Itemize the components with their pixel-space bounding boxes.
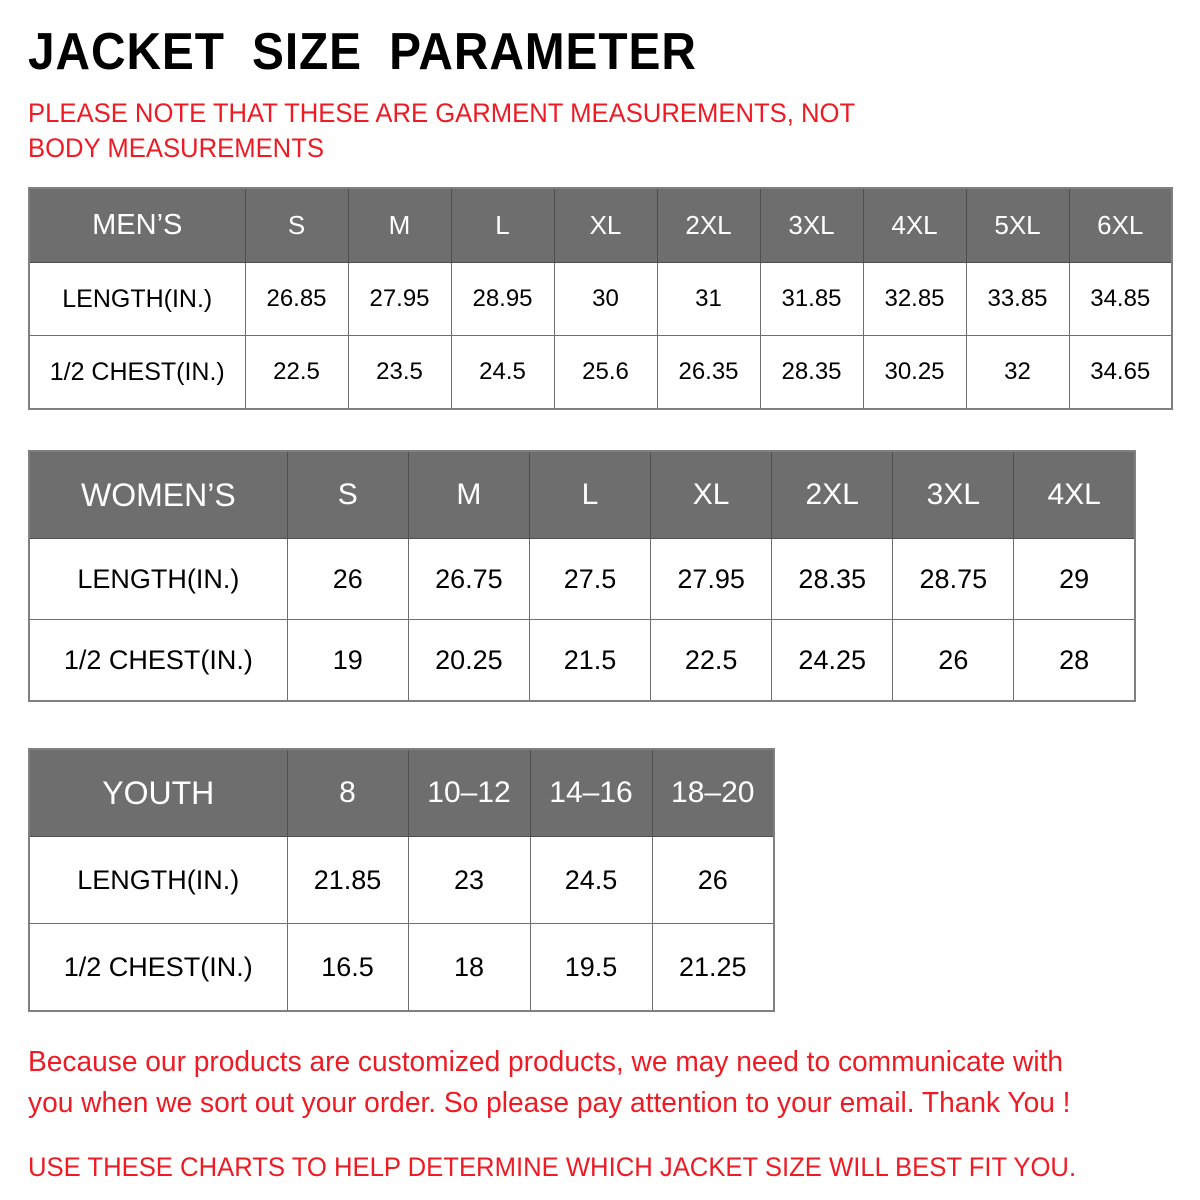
table-header-row: YOUTH 8 10–12 14–16 18–20 bbox=[28, 748, 775, 838]
womens-length-l: 27.5 bbox=[528, 538, 652, 621]
mens-length-4xl: 32.85 bbox=[862, 262, 967, 337]
table-row: 1/2 CHEST(IN.) 22.5 23.5 24.5 25.6 26.35… bbox=[28, 335, 1173, 410]
womens-size-table: WOMEN’S S M L XL 2XL 3XL 4XL LENGTH(IN.)… bbox=[28, 450, 1136, 703]
womens-length-label: LENGTH(IN.) bbox=[28, 538, 288, 621]
mens-size-header-s: S bbox=[244, 187, 349, 264]
mens-length-3xl: 31.85 bbox=[759, 262, 864, 337]
womens-length-xl: 27.95 bbox=[650, 538, 773, 621]
table-row: 1/2 CHEST(IN.) 16.5 18 19.5 21.25 bbox=[28, 923, 775, 1012]
womens-length-m: 26.75 bbox=[407, 538, 530, 621]
mens-chest-xl: 25.6 bbox=[553, 335, 658, 410]
table-header-row: MEN’S S M L XL 2XL 3XL 4XL 5XL 6XL bbox=[28, 187, 1173, 264]
mens-length-l: 28.95 bbox=[450, 262, 555, 337]
womens-chest-l: 21.5 bbox=[528, 619, 652, 702]
womens-chest-s: 19 bbox=[286, 619, 409, 702]
womens-length-s: 26 bbox=[286, 538, 409, 621]
mens-chest-5xl: 32 bbox=[965, 335, 1070, 410]
mens-size-header-xl: XL bbox=[553, 187, 658, 264]
youth-size-header-8: 8 bbox=[286, 748, 409, 838]
mens-length-5xl: 33.85 bbox=[965, 262, 1070, 337]
mens-chest-3xl: 28.35 bbox=[759, 335, 864, 410]
mens-size-table: MEN’S S M L XL 2XL 3XL 4XL 5XL 6XL LENGT… bbox=[28, 187, 1173, 411]
mens-chest-s: 22.5 bbox=[244, 335, 349, 410]
womens-chest-xl: 22.5 bbox=[650, 619, 773, 702]
mens-size-header-3xl: 3XL bbox=[759, 187, 864, 264]
womens-chest-2xl: 24.25 bbox=[771, 619, 894, 702]
womens-length-4xl: 29 bbox=[1013, 538, 1136, 621]
table-row: 1/2 CHEST(IN.) 19 20.25 21.5 22.5 24.25 … bbox=[28, 619, 1136, 702]
mens-chest-6xl: 34.65 bbox=[1068, 335, 1173, 410]
garment-measurement-note: PLEASE NOTE THAT THESE ARE GARMENT MEASU… bbox=[28, 98, 855, 163]
mens-length-6xl: 34.85 bbox=[1068, 262, 1173, 337]
table-row: LENGTH(IN.) 21.85 23 24.5 26 bbox=[28, 836, 775, 925]
womens-chest-label: 1/2 CHEST(IN.) bbox=[28, 619, 288, 702]
youth-length-8: 21.85 bbox=[286, 836, 409, 925]
table-row: LENGTH(IN.) 26 26.75 27.5 27.95 28.35 28… bbox=[28, 538, 1136, 621]
womens-size-header-l: L bbox=[528, 450, 652, 540]
womens-length-2xl: 28.35 bbox=[771, 538, 894, 621]
youth-size-header-10-12: 10–12 bbox=[407, 748, 531, 838]
mens-size-header-2xl: 2XL bbox=[656, 187, 761, 264]
womens-header-label: WOMEN’S bbox=[28, 450, 288, 540]
mens-length-s: 26.85 bbox=[244, 262, 349, 337]
youth-chest-18-20: 21.25 bbox=[651, 923, 775, 1012]
youth-chest-14-16: 19.5 bbox=[529, 923, 653, 1012]
customized-products-note: Because our products are customized prod… bbox=[28, 1046, 1071, 1120]
mens-length-label: LENGTH(IN.) bbox=[28, 262, 246, 337]
youth-length-18-20: 26 bbox=[651, 836, 775, 925]
womens-chest-3xl: 26 bbox=[892, 619, 1015, 702]
use-charts-note: USE THESE CHARTS TO HELP DETERMINE WHICH… bbox=[28, 1152, 1077, 1183]
youth-chest-8: 16.5 bbox=[286, 923, 409, 1012]
mens-header-label: MEN’S bbox=[28, 187, 246, 264]
mens-chest-l: 24.5 bbox=[450, 335, 555, 410]
youth-size-table: YOUTH 8 10–12 14–16 18–20 LENGTH(IN.) 21… bbox=[28, 748, 775, 1013]
mens-length-m: 27.95 bbox=[347, 262, 452, 337]
womens-size-header-s: S bbox=[286, 450, 409, 540]
mens-length-2xl: 31 bbox=[656, 262, 761, 337]
womens-size-header-4xl: 4XL bbox=[1013, 450, 1136, 540]
mens-size-header-6xl: 6XL bbox=[1068, 187, 1173, 264]
womens-chest-4xl: 28 bbox=[1013, 619, 1136, 702]
mens-chest-2xl: 26.35 bbox=[656, 335, 761, 410]
table-row: LENGTH(IN.) 26.85 27.95 28.95 30 31 31.8… bbox=[28, 262, 1173, 337]
youth-chest-label: 1/2 CHEST(IN.) bbox=[28, 923, 288, 1012]
womens-size-header-3xl: 3XL bbox=[892, 450, 1015, 540]
womens-length-3xl: 28.75 bbox=[892, 538, 1015, 621]
mens-size-header-5xl: 5XL bbox=[965, 187, 1070, 264]
mens-chest-m: 23.5 bbox=[347, 335, 452, 410]
page-title: JACKET SIZE PARAMETER bbox=[28, 23, 697, 81]
mens-chest-4xl: 30.25 bbox=[862, 335, 967, 410]
youth-size-header-14-16: 14–16 bbox=[529, 748, 653, 838]
mens-chest-label: 1/2 CHEST(IN.) bbox=[28, 335, 246, 410]
womens-size-header-xl: XL bbox=[650, 450, 773, 540]
mens-size-header-l: L bbox=[450, 187, 555, 264]
womens-size-header-2xl: 2XL bbox=[771, 450, 894, 540]
youth-length-label: LENGTH(IN.) bbox=[28, 836, 288, 925]
womens-size-header-m: M bbox=[407, 450, 530, 540]
mens-size-header-m: M bbox=[347, 187, 452, 264]
mens-length-xl: 30 bbox=[553, 262, 658, 337]
youth-length-10-12: 23 bbox=[407, 836, 531, 925]
womens-chest-m: 20.25 bbox=[407, 619, 530, 702]
youth-chest-10-12: 18 bbox=[407, 923, 531, 1012]
mens-size-header-4xl: 4XL bbox=[862, 187, 967, 264]
youth-size-header-18-20: 18–20 bbox=[651, 748, 775, 838]
youth-length-14-16: 24.5 bbox=[529, 836, 653, 925]
youth-header-label: YOUTH bbox=[28, 748, 288, 838]
table-header-row: WOMEN’S S M L XL 2XL 3XL 4XL bbox=[28, 450, 1136, 540]
